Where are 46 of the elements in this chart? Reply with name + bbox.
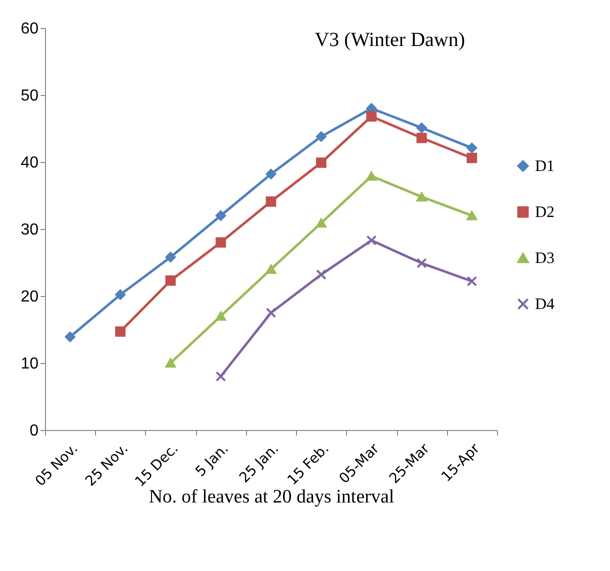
y-tick-label: 50	[20, 88, 39, 104]
point	[416, 258, 427, 268]
point	[64, 332, 76, 342]
chart-title: V3 (Winter Dawn)	[314, 29, 465, 51]
point	[366, 111, 377, 122]
point	[165, 358, 176, 368]
point	[366, 235, 377, 246]
point	[466, 142, 478, 154]
point	[316, 269, 326, 280]
y-tick-label: 10	[20, 356, 39, 372]
y-tick-label: 20	[20, 288, 39, 306]
point	[416, 132, 427, 144]
y-tick-label: 60	[20, 20, 39, 38]
point	[466, 210, 478, 220]
y-tick-label: 40	[20, 154, 39, 172]
legend-label: D2	[535, 204, 555, 221]
x-tick-label: 05 Nov.	[32, 440, 82, 490]
x-tick-label: 15 Feb.	[284, 440, 332, 489]
point	[266, 264, 276, 274]
y-tick-label: 30	[20, 222, 39, 238]
point	[316, 131, 326, 142]
x-tick-label: 5 Jan.	[192, 440, 232, 480]
x-tick-label: 25 Nov.	[82, 440, 132, 490]
legend-label: D4	[535, 296, 555, 313]
point	[416, 192, 427, 202]
y-tick-label: 0	[30, 422, 39, 440]
point	[266, 168, 276, 180]
point	[266, 196, 276, 207]
point	[316, 157, 326, 168]
point	[216, 311, 226, 321]
point	[165, 252, 176, 262]
point	[466, 276, 478, 286]
point	[316, 218, 326, 228]
point	[216, 371, 226, 382]
point	[115, 326, 126, 337]
point	[115, 289, 126, 300]
point	[366, 171, 377, 181]
x-tick-label: 25 Jan.	[236, 440, 282, 486]
point	[416, 122, 427, 134]
point	[165, 275, 176, 286]
point	[216, 237, 226, 248]
point	[466, 152, 478, 164]
legend-label: D1	[535, 158, 555, 175]
point	[216, 210, 226, 221]
point	[266, 308, 276, 318]
legend-label: D3	[535, 250, 555, 267]
